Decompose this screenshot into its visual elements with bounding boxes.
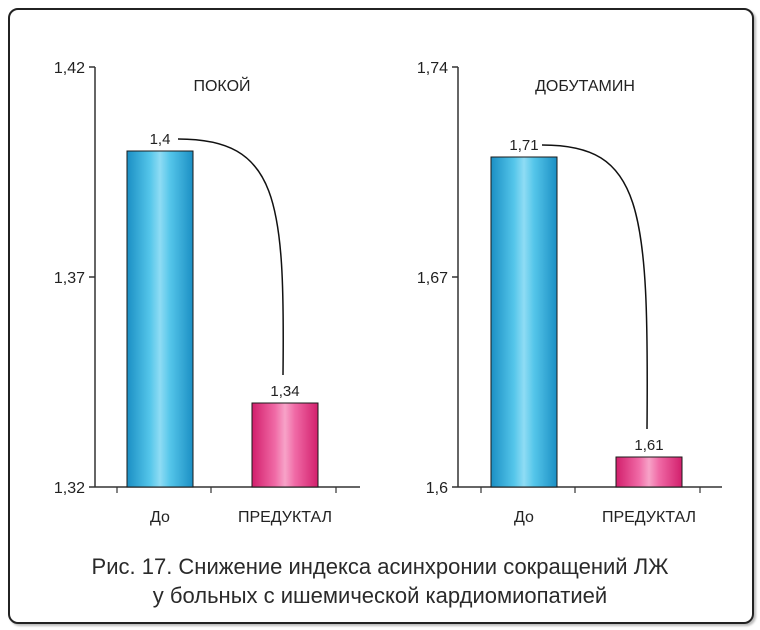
category-label: До — [514, 509, 534, 526]
category-label: ПРЕДУКТАЛ — [238, 509, 332, 526]
y-tick-label: 1,74 — [417, 60, 448, 77]
figure-caption-line-1: Рис. 17. Снижение индекса асинхронии сок… — [91, 554, 669, 579]
bar-value-label: 1,71 — [509, 137, 538, 154]
connector-curve — [177, 138, 284, 376]
y-tick-label: 1,32 — [54, 480, 85, 497]
figure-frame — [8, 8, 754, 624]
panel-title: ПОКОЙ — [193, 76, 250, 95]
y-tick-label: 1,6 — [426, 480, 448, 497]
bar-predukal — [251, 402, 319, 488]
panel-title: ДОБУТАМИН — [535, 78, 635, 95]
bar-before — [490, 156, 558, 488]
category-label: ПРЕДУКТАЛ — [602, 509, 696, 526]
bar-value-label: 1,4 — [150, 131, 171, 148]
bar-value-label: 1,34 — [270, 383, 299, 400]
y-tick-label: 1,67 — [417, 270, 448, 287]
bar-before — [126, 150, 194, 488]
figure-caption-line-2: у больных с ишемической кардиомиопатией — [152, 583, 608, 608]
chart-panel-1: 1,32 1,37 1,42 ПОКОЙ 1,4 До 1,34 ПРЕДУКТАЛ — [54, 60, 360, 526]
bar-value-label: 1,61 — [634, 437, 663, 454]
chart-panel-2: 1,6 1,67 1,74 ДОБУТАМИН 1,71 До 1,61 ПРЕДУКТАЛ — [417, 60, 722, 526]
y-tick-label: 1,37 — [54, 270, 85, 287]
bar-predukal — [615, 456, 683, 488]
category-label: До — [150, 509, 170, 526]
y-tick-label: 1,42 — [54, 60, 85, 77]
connector-curve — [541, 144, 648, 430]
